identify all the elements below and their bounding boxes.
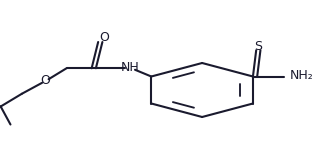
Text: O: O <box>40 75 50 87</box>
Text: NH: NH <box>121 61 140 74</box>
Text: O: O <box>99 31 109 44</box>
Text: NH₂: NH₂ <box>290 69 314 82</box>
Text: S: S <box>254 40 262 52</box>
